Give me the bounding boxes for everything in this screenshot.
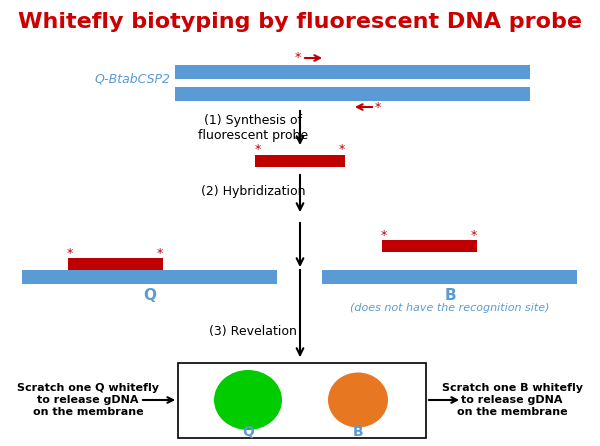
Text: (3) Revelation: (3) Revelation [209,326,297,339]
Text: *: * [255,144,261,157]
Text: Q: Q [143,288,157,302]
Ellipse shape [214,370,282,430]
Bar [68,258,163,270]
Bar [175,65,530,79]
Text: (does not have the recognition site): (does not have the recognition site) [350,303,550,313]
Bar [22,270,277,284]
Text: *: * [375,102,381,115]
Text: *: * [157,247,163,260]
Text: Scratch one Q whitefly
to release gDNA
on the membrane: Scratch one Q whitefly to release gDNA o… [17,384,159,417]
Text: Scratch one B whitefly
to release gDNA
on the membrane: Scratch one B whitefly to release gDNA o… [442,384,583,417]
Text: *: * [339,144,345,157]
Text: B: B [353,425,364,439]
Text: *: * [381,228,387,241]
Ellipse shape [328,372,388,428]
Text: Q: Q [242,425,254,439]
Text: (2) Hybridization: (2) Hybridization [201,186,305,198]
Bar [178,363,426,438]
Bar [382,240,477,252]
Text: *: * [471,228,477,241]
Text: *: * [67,247,73,260]
Text: *: * [295,50,301,63]
Bar [175,87,530,101]
Text: Q-BtabCSP2: Q-BtabCSP2 [94,73,170,86]
Text: B: B [444,288,456,302]
Text: Whitefly biotyping by fluorescent DNA probe: Whitefly biotyping by fluorescent DNA pr… [18,12,582,32]
Bar [322,270,577,284]
Text: (1) Synthesis of
fluorescent probe: (1) Synthesis of fluorescent probe [198,114,308,142]
Bar [255,155,345,167]
